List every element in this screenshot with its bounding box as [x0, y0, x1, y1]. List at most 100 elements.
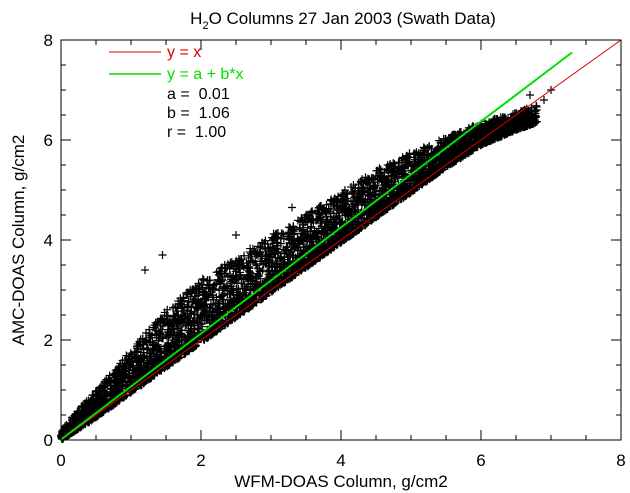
- scatter-point: [162, 347, 171, 356]
- scatter-point: [227, 282, 236, 291]
- scatter-point: [351, 199, 360, 208]
- y-tick-label: 4: [44, 231, 53, 250]
- scatter-point: [244, 263, 253, 272]
- scatter-point: [285, 238, 294, 247]
- scatter-point: [113, 365, 122, 374]
- scatter-point: [429, 164, 438, 173]
- scatter-point: [309, 232, 318, 241]
- scatter-point: [113, 383, 122, 392]
- fit-lines: [60, 39, 622, 441]
- scatter-point: [369, 183, 378, 192]
- scatter-point: [89, 394, 98, 403]
- scatter-point: [364, 208, 373, 217]
- scatter-point: [497, 117, 506, 126]
- scatter-point: [121, 382, 130, 391]
- scatter-point: [371, 211, 379, 220]
- scatter-point: [365, 191, 374, 200]
- scatter-point: [277, 253, 286, 262]
- scatter-point: [157, 315, 166, 324]
- scatter-point: [446, 151, 455, 160]
- scatter-point: [383, 176, 392, 185]
- scatter-point: [251, 257, 260, 266]
- scatter-point: [307, 222, 316, 231]
- scatter-point: [456, 128, 465, 137]
- scatter-point: [202, 316, 211, 325]
- scatter-point: [184, 345, 193, 354]
- scatter-point: [142, 343, 151, 352]
- scatter-point: [531, 109, 540, 118]
- scatter-point: [208, 304, 217, 313]
- scatter-point: [394, 163, 403, 172]
- scatter-point: [144, 360, 153, 369]
- scatter-point: [261, 245, 270, 254]
- scatter-point: [218, 290, 227, 299]
- scatter-point: [414, 159, 423, 168]
- scatter-point: [164, 338, 173, 347]
- scatter-point: [209, 284, 218, 293]
- scatter-point: [211, 299, 220, 308]
- scatter-point: [215, 307, 224, 316]
- scatter-point: [400, 187, 409, 196]
- scatter-point: [183, 288, 192, 297]
- scatter-point: [125, 387, 134, 396]
- scatter-point: [172, 318, 181, 327]
- scatter-point: [350, 193, 359, 202]
- scatter-point: [279, 230, 288, 239]
- scatter-point: [283, 243, 292, 252]
- y-tick-label: 2: [44, 331, 53, 350]
- scatter-point: [335, 213, 344, 222]
- scatter-point: [318, 205, 327, 214]
- scatter-point: [276, 234, 285, 243]
- scatter-point: [414, 151, 422, 159]
- scatter-point: [338, 208, 347, 217]
- x-tick-label: 6: [476, 451, 485, 470]
- scatter-point: [490, 132, 499, 141]
- scatter-point: [291, 241, 300, 250]
- scatter-point: [204, 289, 213, 298]
- scatter-point: [268, 245, 277, 254]
- scatter-point: [502, 129, 511, 138]
- scatter-point: [253, 279, 262, 288]
- scatter-point: [176, 315, 185, 324]
- scatter-point: [475, 123, 484, 132]
- scatter-point: [185, 309, 194, 318]
- scatter-point: [111, 382, 120, 391]
- x-tick-label: 8: [616, 451, 625, 470]
- scatter-point: [316, 245, 325, 254]
- identity-line: [60, 39, 622, 441]
- scatter-point: [133, 365, 142, 374]
- scatter-point: [301, 229, 310, 238]
- scatter-point: [450, 131, 459, 140]
- scatter-point: [245, 247, 254, 256]
- scatter-point: [423, 144, 432, 153]
- scatter-point: [293, 234, 302, 243]
- scatter-point: [364, 190, 373, 199]
- scatter-point: [268, 267, 277, 276]
- scatter-point: [236, 257, 245, 266]
- scatter-point: [174, 323, 183, 332]
- scatter-point: [502, 125, 511, 134]
- scatter-point: [153, 350, 162, 359]
- scatter-point: [359, 183, 368, 192]
- scatter-point: [398, 169, 407, 178]
- scatter-point: [221, 299, 230, 308]
- scatter-point: [74, 407, 83, 416]
- scatter-point: [209, 308, 218, 317]
- scatter-point: [332, 209, 341, 218]
- scatter-point: [368, 185, 377, 194]
- scatter-point: [297, 213, 306, 222]
- scatter-point: [455, 144, 464, 153]
- scatter-point: [146, 333, 155, 342]
- scatter-point: [490, 115, 499, 124]
- y-tick-label: 6: [44, 131, 53, 150]
- scatter-point: [526, 91, 534, 99]
- scatter-point: [355, 192, 364, 201]
- scatter-point: [158, 334, 167, 343]
- scatter-point: [214, 270, 223, 279]
- scatter-point: [333, 196, 342, 205]
- scatter-point: [240, 251, 249, 260]
- scatter-point: [398, 154, 407, 163]
- scatter-point: [290, 225, 299, 234]
- chart-title-rest: O Columns 27 Jan 2003 (Swath Data): [209, 9, 496, 28]
- scatter-point: [316, 213, 325, 222]
